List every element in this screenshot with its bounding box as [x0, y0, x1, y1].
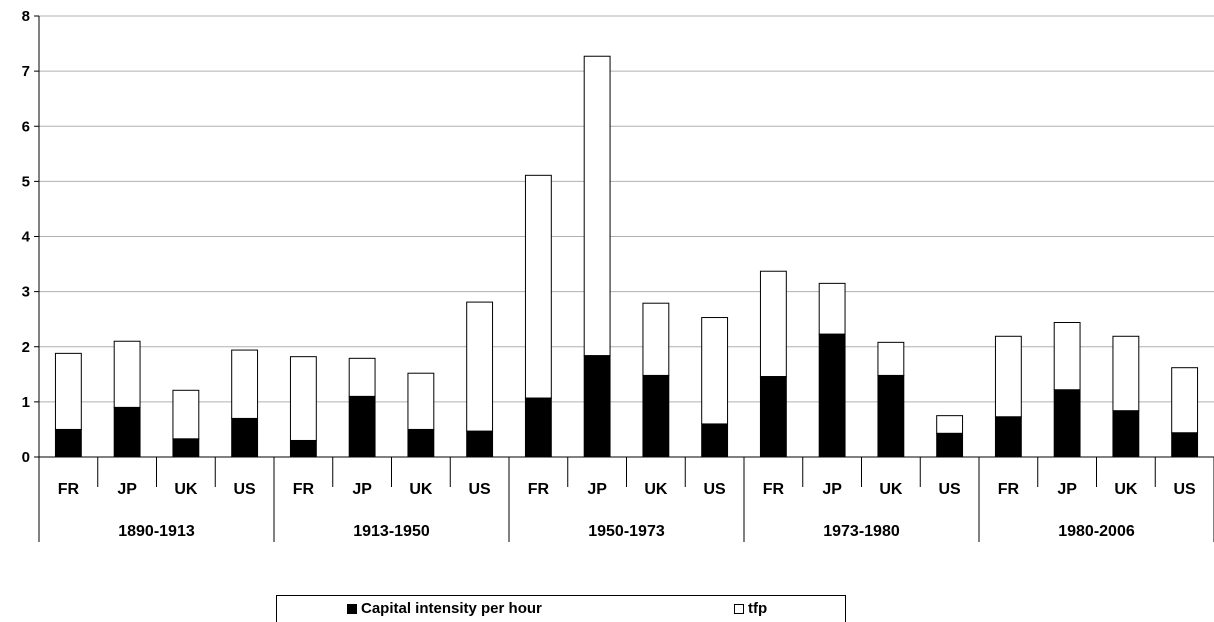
x-category-label: JP [822, 481, 842, 498]
x-category-label: US [704, 481, 727, 498]
x-group-label: 1950-1973 [588, 523, 665, 540]
bar-capital-intensity [1112, 410, 1140, 458]
bar-tfp [1053, 321, 1081, 391]
bar-tfp [172, 389, 200, 440]
bar-capital-intensity [172, 438, 200, 458]
y-tick-label: 8 [22, 8, 30, 25]
bar-tfp [936, 415, 964, 434]
x-category-label: FR [293, 481, 315, 498]
y-tick-label: 4 [22, 229, 31, 246]
bar-tfp [642, 302, 670, 376]
x-category-label: FR [58, 481, 80, 498]
y-tick-label: 1 [22, 394, 30, 411]
x-category-label: US [234, 481, 257, 498]
bar-capital-intensity [936, 432, 964, 458]
x-category-label: JP [587, 481, 607, 498]
legend: Capital intensity per hour tfp [276, 595, 846, 622]
legend-label-capital: Capital intensity per hour [361, 600, 542, 617]
bar-capital-intensity [231, 417, 259, 458]
x-category-label: US [939, 481, 962, 498]
x-category-label: UK [174, 481, 198, 498]
legend-label-tfp: tfp [748, 600, 768, 617]
y-tick-label: 0 [22, 449, 30, 466]
x-group-label: 1980-2006 [1058, 523, 1135, 540]
y-tick-label: 6 [22, 118, 30, 135]
stacked-bar-chart: 0 1 2 3 4 5 6 7 8 FR JP UK US FR JP UK US FR JP UK US FR JP UK U… [22, 8, 1214, 542]
bar-capital-intensity [583, 355, 611, 458]
legend-item-capital: Capital intensity per hour [347, 600, 542, 617]
bar-capital-intensity [113, 406, 141, 458]
bar-tfp [54, 352, 82, 430]
bar-tfp [289, 356, 317, 441]
bar-capital-intensity [701, 423, 729, 458]
bar-tfp [466, 301, 494, 432]
bar-tfp [877, 341, 905, 376]
bar-tfp [407, 372, 435, 430]
bar-capital-intensity [818, 333, 846, 458]
bar-capital-intensity [642, 374, 670, 458]
x-category-label: UK [1114, 481, 1138, 498]
bar-tfp [759, 270, 787, 378]
x-category-label: US [1174, 481, 1197, 498]
x-category-label: UK [409, 481, 433, 498]
bar-capital-intensity [877, 374, 905, 458]
y-tick-label: 3 [22, 284, 30, 301]
bar-capital-intensity [1171, 432, 1199, 458]
bar-capital-intensity [1053, 389, 1081, 458]
bar-tfp [994, 335, 1022, 418]
x-category-label: FR [528, 481, 550, 498]
x-category-label: JP [1057, 481, 1077, 498]
bar-tfp [701, 317, 729, 425]
x-category-label: FR [763, 481, 785, 498]
x-category-label: UK [879, 481, 903, 498]
bar-tfp [348, 357, 376, 397]
bar-tfp [818, 282, 846, 335]
bar-tfp [1171, 367, 1199, 434]
bar-capital-intensity [466, 430, 494, 458]
bar-capital-intensity [524, 397, 552, 458]
legend-swatch-tfp [734, 603, 744, 614]
bar-capital-intensity [759, 376, 787, 458]
legend-swatch-capital [347, 603, 357, 614]
bar-tfp [231, 349, 259, 419]
x-category-label: JP [117, 481, 137, 498]
bar-capital-intensity [348, 395, 376, 458]
x-category-label: US [469, 481, 492, 498]
x-group-label: 1890-1913 [118, 523, 195, 540]
bar-capital-intensity [54, 428, 82, 458]
bar-capital-intensity [289, 439, 317, 458]
x-category-label: JP [352, 481, 372, 498]
bar-tfp [113, 340, 141, 408]
y-tick-label: 7 [22, 63, 30, 80]
legend-item-tfp: tfp [734, 600, 767, 617]
x-group-label: 1913-1950 [353, 523, 430, 540]
bar-capital-intensity [994, 416, 1022, 458]
bar-tfp [524, 174, 552, 399]
bar-tfp [1112, 335, 1140, 412]
y-tick-label: 5 [22, 173, 30, 190]
x-category-label: FR [998, 481, 1020, 498]
x-group-label: 1973-1980 [823, 523, 900, 540]
y-tick-label: 2 [22, 339, 30, 356]
bar-capital-intensity [407, 428, 435, 458]
x-category-label: UK [644, 481, 668, 498]
bar-tfp [583, 55, 611, 357]
